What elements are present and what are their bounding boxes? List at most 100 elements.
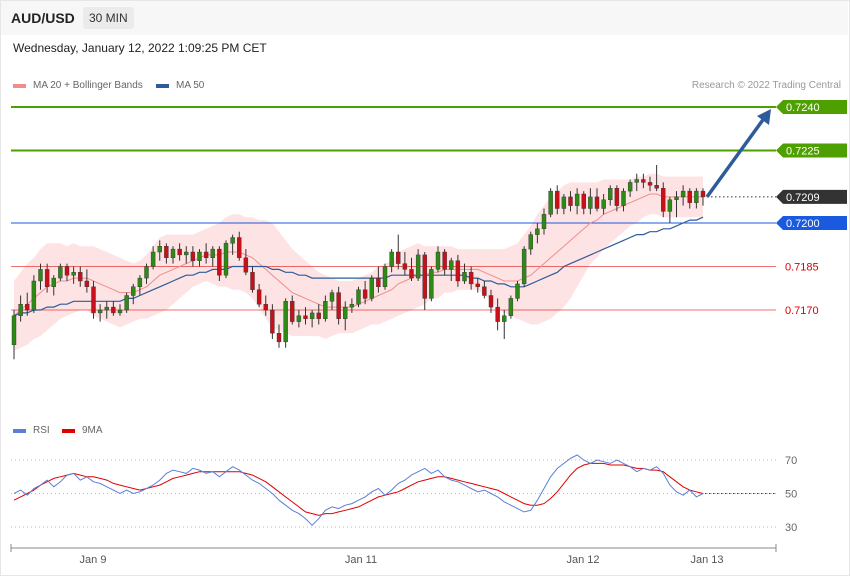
- candle-body: [502, 315, 507, 322]
- candle-body: [376, 277, 381, 288]
- current-price-badge: [776, 189, 847, 204]
- candle-body: [18, 304, 23, 317]
- legend-ma20: MA 20 + Bollinger Bands: [13, 80, 143, 91]
- candle: [541, 208, 547, 235]
- candle-body: [389, 251, 394, 267]
- candle: [647, 176, 653, 192]
- candle: [528, 231, 533, 255]
- candle: [38, 263, 43, 290]
- candle-body: [402, 263, 408, 270]
- candle: [694, 188, 699, 209]
- legend-ma50-label: MA 50: [176, 80, 205, 91]
- candle-body: [184, 251, 189, 256]
- candle: [396, 234, 401, 270]
- candle: [680, 185, 686, 206]
- candle-body: [442, 251, 447, 270]
- candle-body: [449, 260, 454, 270]
- candle: [84, 269, 90, 293]
- candle-body: [283, 301, 288, 343]
- candle: [157, 240, 162, 261]
- candle-body: [621, 190, 626, 206]
- legend-rsi-label: RSI: [33, 425, 50, 436]
- candle-body: [25, 304, 30, 311]
- candle-body: [521, 248, 527, 285]
- candle-body: [382, 266, 388, 287]
- candle-body: [462, 272, 467, 282]
- x-tick-label: Jan 11: [345, 554, 377, 566]
- rsi-tick-50: 50: [785, 489, 797, 501]
- candle-body: [409, 269, 414, 279]
- candle-body: [250, 272, 255, 290]
- bollinger-band: [14, 173, 703, 351]
- candle-body: [290, 301, 295, 322]
- candle-body: [581, 193, 586, 209]
- legend-9ma: 9MA: [62, 425, 103, 436]
- candle: [535, 223, 540, 244]
- candle-body: [263, 304, 268, 311]
- candle: [144, 263, 149, 284]
- candle: [263, 295, 268, 316]
- candle: [64, 263, 70, 281]
- candle: [303, 307, 308, 325]
- candle-body: [164, 245, 169, 258]
- ma50-line: [13, 216, 704, 317]
- chart-datetime: Wednesday, January 12, 2022 1:09:25 PM C…: [13, 41, 267, 55]
- candle: [475, 278, 480, 293]
- candle: [521, 246, 527, 287]
- candle: [641, 173, 646, 189]
- candle-body: [614, 187, 620, 206]
- level-label-0.7170: 0.7170: [785, 305, 819, 317]
- candle-body: [58, 266, 63, 279]
- candle: [323, 295, 328, 322]
- candle-body: [97, 309, 103, 314]
- candle: [654, 165, 659, 192]
- rsi-line: [13, 454, 704, 527]
- candle: [223, 240, 229, 279]
- candle-body: [429, 269, 434, 299]
- candle-body: [687, 190, 692, 203]
- candle: [661, 182, 666, 218]
- candle: [137, 275, 143, 296]
- candle-body: [336, 292, 341, 319]
- candle: [502, 310, 507, 339]
- legend-ma20-label: MA 20 + Bollinger Bands: [33, 80, 143, 91]
- candle: [276, 324, 282, 348]
- candle: [415, 249, 421, 281]
- x-tick-label: Jan 13: [690, 554, 723, 566]
- candle: [482, 281, 487, 299]
- candle: [627, 179, 633, 197]
- candle-body: [555, 190, 560, 209]
- level-badge-pivot: [776, 216, 847, 230]
- candle-body: [608, 187, 613, 200]
- level-label-0.7200: 0.7200: [786, 218, 820, 230]
- candle: [44, 263, 50, 293]
- candle: [409, 257, 414, 281]
- candle-body: [488, 295, 494, 308]
- candle-body: [190, 251, 196, 261]
- candle: [581, 191, 586, 215]
- top-bar: [1, 1, 848, 35]
- candle: [117, 304, 123, 316]
- candle: [614, 185, 620, 212]
- rsi-swatch: [13, 428, 26, 433]
- candle: [422, 252, 427, 310]
- candle-body: [548, 190, 553, 215]
- candle-body: [594, 196, 600, 209]
- candle: [568, 191, 573, 212]
- candle-body: [323, 301, 328, 319]
- candle: [329, 289, 335, 310]
- candle: [97, 304, 103, 322]
- candle-body: [468, 272, 474, 285]
- candle: [11, 310, 17, 360]
- timeframe-button[interactable]: 30 MIN: [83, 7, 134, 29]
- candle-body: [137, 277, 143, 288]
- candle: [429, 266, 434, 302]
- candle-body: [270, 309, 275, 334]
- candle-body: [31, 280, 37, 311]
- candle: [508, 295, 514, 319]
- candle: [124, 292, 129, 313]
- candle-body: [157, 245, 162, 253]
- candle: [296, 310, 302, 328]
- candle: [51, 275, 56, 296]
- candle-body: [369, 277, 374, 299]
